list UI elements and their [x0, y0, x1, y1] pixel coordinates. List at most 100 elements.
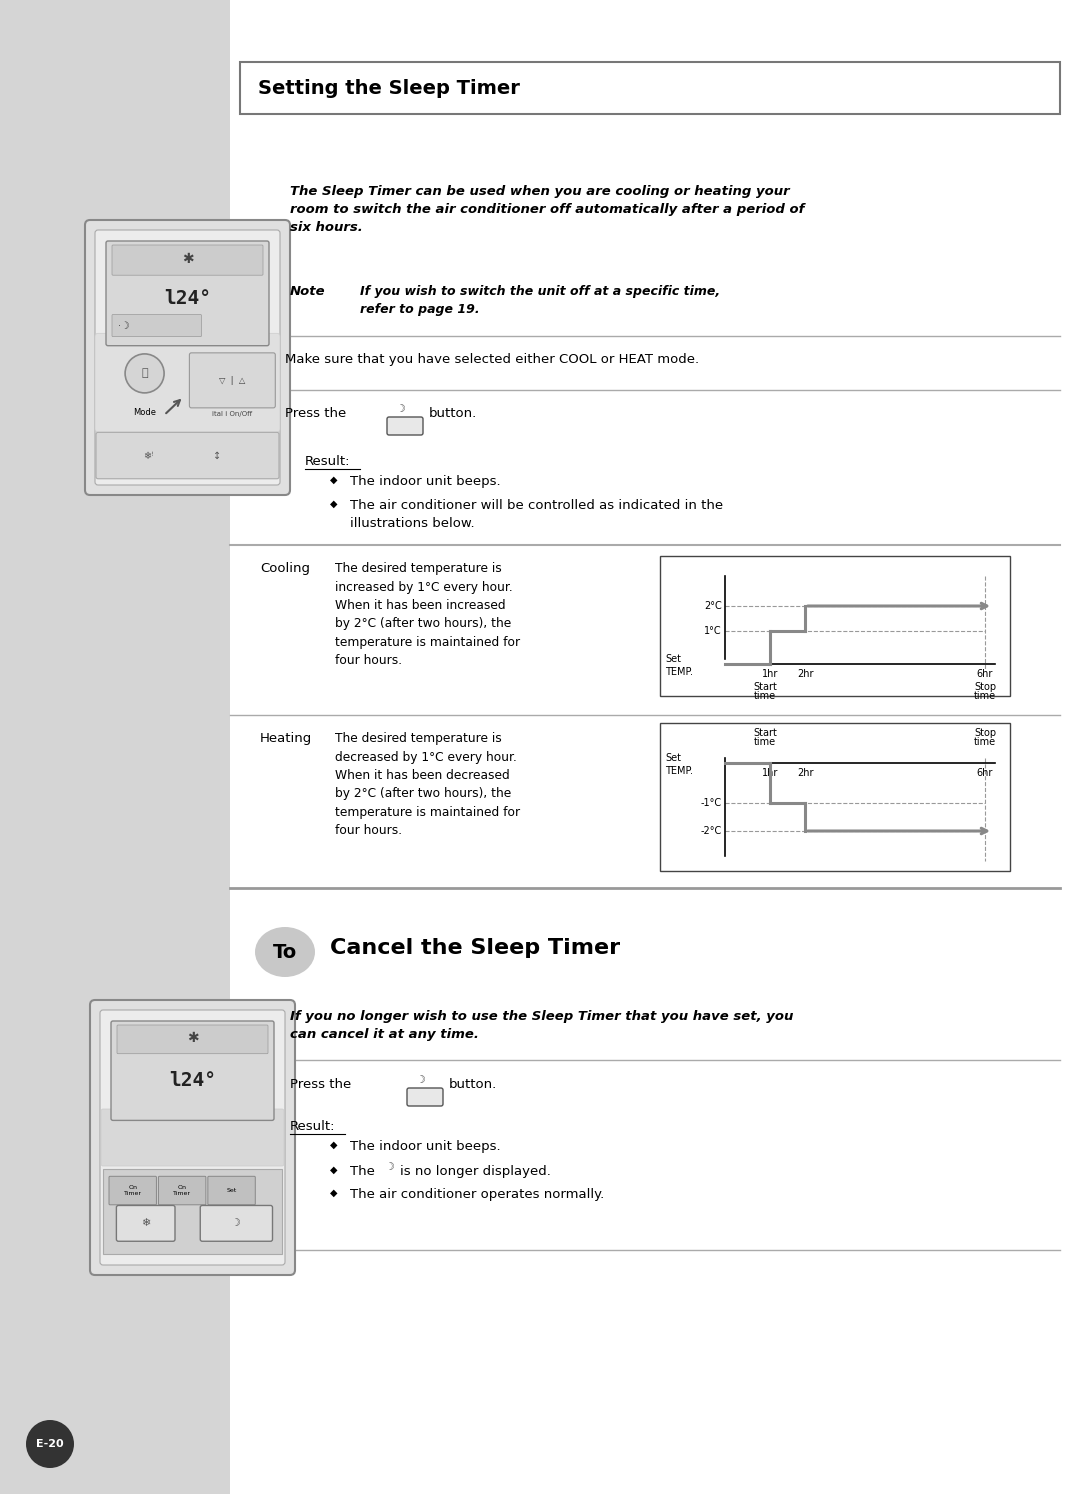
- Text: -2°C: -2°C: [701, 826, 723, 837]
- FancyBboxPatch shape: [102, 1109, 284, 1165]
- Text: Cooling: Cooling: [260, 562, 310, 575]
- Text: ◆: ◆: [330, 499, 337, 509]
- Text: Mode: Mode: [133, 408, 157, 417]
- Text: The desired temperature is
decreased by 1°C every hour.
When it has been decreas: The desired temperature is decreased by …: [335, 732, 521, 838]
- Text: 2hr: 2hr: [797, 669, 813, 678]
- Bar: [660, 556, 1010, 696]
- Text: is no longer displayed.: is no longer displayed.: [400, 1165, 551, 1177]
- Text: Note: Note: [291, 285, 326, 297]
- Text: l24°: l24°: [168, 1071, 216, 1089]
- Text: Cancel the Sleep Timer: Cancel the Sleep Timer: [330, 938, 620, 958]
- Text: ❄ꜝ: ❄ꜝ: [144, 451, 153, 460]
- Text: Heating: Heating: [260, 732, 312, 746]
- Text: TEMP.: TEMP.: [665, 766, 693, 775]
- Text: ❄: ❄: [141, 1219, 150, 1228]
- Text: On
Timer: On Timer: [124, 1185, 141, 1195]
- Text: Result:: Result:: [305, 456, 351, 468]
- FancyBboxPatch shape: [106, 241, 269, 345]
- Text: ▽  |  △: ▽ | △: [219, 376, 245, 385]
- FancyBboxPatch shape: [95, 230, 280, 486]
- Text: 2°C: 2°C: [704, 601, 723, 611]
- FancyBboxPatch shape: [85, 220, 291, 495]
- FancyBboxPatch shape: [407, 1088, 443, 1106]
- Text: Press the: Press the: [285, 406, 347, 420]
- Text: If you no longer wish to use the Sleep Timer that you have set, you
can cancel i: If you no longer wish to use the Sleep T…: [291, 1010, 794, 1041]
- FancyBboxPatch shape: [207, 1176, 255, 1204]
- Text: Stop: Stop: [974, 728, 996, 738]
- Bar: [103, 1170, 282, 1253]
- Bar: [0, 0, 230, 1494]
- FancyBboxPatch shape: [117, 1206, 175, 1242]
- Text: time: time: [974, 692, 996, 701]
- Ellipse shape: [255, 926, 315, 977]
- Text: 2hr: 2hr: [797, 768, 813, 778]
- Text: Set: Set: [227, 1188, 237, 1194]
- Text: TEMP.: TEMP.: [665, 666, 693, 677]
- Text: The Sleep Timer can be used when you are cooling or heating your
room to switch : The Sleep Timer can be used when you are…: [291, 185, 805, 235]
- Text: ☽: ☽: [396, 403, 406, 414]
- Text: Stop: Stop: [974, 681, 996, 692]
- Text: The air conditioner operates normally.: The air conditioner operates normally.: [350, 1188, 604, 1201]
- Text: ☽: ☽: [416, 1076, 426, 1085]
- Bar: [240, 61, 1059, 114]
- Text: button.: button.: [449, 1079, 497, 1091]
- Text: ↕: ↕: [213, 451, 220, 460]
- Text: 1hr: 1hr: [761, 768, 779, 778]
- Text: To: To: [273, 943, 297, 962]
- Text: time: time: [974, 737, 996, 747]
- FancyBboxPatch shape: [96, 432, 279, 478]
- Text: illustrations below.: illustrations below.: [350, 517, 474, 530]
- FancyBboxPatch shape: [112, 315, 202, 336]
- Text: ✱: ✱: [181, 252, 193, 266]
- Text: Set: Set: [665, 753, 681, 763]
- FancyBboxPatch shape: [112, 245, 264, 275]
- Text: Make sure that you have selected either COOL or HEAT mode.: Make sure that you have selected either …: [285, 353, 699, 366]
- Text: l24°: l24°: [164, 288, 211, 308]
- Text: ital i On/Off: ital i On/Off: [213, 411, 253, 417]
- Text: On
Timer: On Timer: [173, 1185, 191, 1195]
- Text: ·☽: ·☽: [118, 321, 130, 332]
- Text: Set: Set: [665, 654, 681, 663]
- Text: ◆: ◆: [330, 1188, 337, 1198]
- FancyBboxPatch shape: [117, 1025, 268, 1053]
- Text: The indoor unit beeps.: The indoor unit beeps.: [350, 475, 501, 489]
- Text: Press the: Press the: [291, 1079, 351, 1091]
- Text: 2: 2: [260, 406, 269, 421]
- Text: time: time: [754, 692, 777, 701]
- Text: time: time: [754, 737, 777, 747]
- FancyBboxPatch shape: [200, 1206, 272, 1242]
- Bar: [230, 0, 1080, 1494]
- Text: ✱: ✱: [187, 1031, 199, 1046]
- Circle shape: [125, 354, 164, 393]
- Text: 6hr: 6hr: [976, 669, 994, 678]
- Circle shape: [26, 1419, 75, 1469]
- Text: The: The: [350, 1165, 379, 1177]
- Text: ☽: ☽: [384, 1162, 395, 1171]
- Text: Setting the Sleep Timer: Setting the Sleep Timer: [258, 79, 519, 97]
- Text: ☽: ☽: [231, 1219, 241, 1228]
- FancyBboxPatch shape: [111, 1020, 274, 1120]
- Text: 1hr: 1hr: [761, 669, 779, 678]
- FancyBboxPatch shape: [387, 417, 423, 435]
- Text: Start: Start: [753, 728, 777, 738]
- Text: ◆: ◆: [330, 475, 337, 486]
- Text: ⏻: ⏻: [141, 369, 148, 378]
- FancyBboxPatch shape: [159, 1176, 206, 1204]
- FancyBboxPatch shape: [189, 353, 275, 408]
- Text: button.: button.: [429, 406, 477, 420]
- FancyBboxPatch shape: [100, 1010, 285, 1265]
- Text: The desired temperature is
increased by 1°C every hour.
When it has been increas: The desired temperature is increased by …: [335, 562, 521, 668]
- Text: 1°C: 1°C: [704, 626, 723, 636]
- Text: ◆: ◆: [330, 1165, 337, 1174]
- Text: Result:: Result:: [291, 1120, 336, 1132]
- Text: 6hr: 6hr: [976, 768, 994, 778]
- Bar: [660, 723, 1010, 871]
- FancyBboxPatch shape: [90, 999, 295, 1274]
- Text: E-20: E-20: [37, 1439, 64, 1449]
- Text: -1°C: -1°C: [701, 798, 723, 808]
- FancyBboxPatch shape: [109, 1176, 157, 1204]
- Text: 1: 1: [260, 353, 269, 368]
- Text: The indoor unit beeps.: The indoor unit beeps.: [350, 1140, 501, 1153]
- Text: Start: Start: [753, 681, 777, 692]
- Text: ◆: ◆: [330, 1140, 337, 1150]
